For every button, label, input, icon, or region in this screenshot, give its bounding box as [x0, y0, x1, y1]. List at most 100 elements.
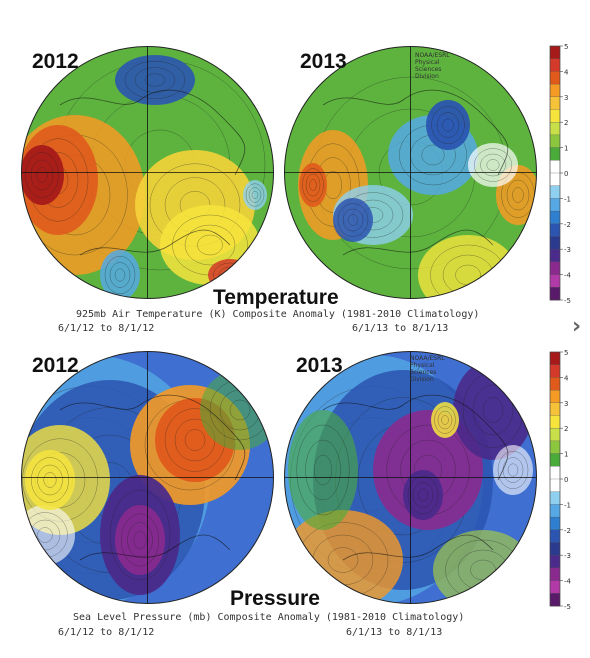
colorbar-swatch [549, 364, 561, 378]
contour-line [36, 167, 48, 183]
colorbar-swatch [549, 71, 561, 85]
anomaly-region [243, 180, 267, 210]
contour-line [436, 112, 460, 138]
year-label-pressure-2012: 2012 [32, 354, 79, 377]
colorbar-swatch [549, 261, 561, 276]
colorbar-swatch [549, 542, 561, 556]
contour-line [184, 429, 206, 451]
colorbar-swatch [549, 45, 561, 60]
map-pressure-2013 [284, 351, 537, 604]
colorbar-swatch [549, 58, 561, 72]
contour-line [309, 179, 317, 191]
anomaly-region [333, 198, 373, 242]
contour-line [37, 527, 53, 543]
contour-line [431, 106, 465, 144]
colorbar-swatch [549, 491, 561, 505]
colorbar-swatch [549, 415, 561, 429]
contour-line [480, 153, 506, 177]
contour-line [144, 73, 166, 87]
contour-line [248, 187, 262, 203]
colorbar-swatch [549, 389, 561, 404]
colorbar-swatch [549, 504, 561, 518]
contour-line [437, 410, 453, 430]
colorbar-swatch [549, 185, 561, 199]
contour-line [104, 256, 136, 294]
colorbar-swatch [549, 580, 561, 594]
anomaly-region [25, 450, 75, 510]
contour-line [109, 262, 131, 288]
colorbar-swatch [549, 466, 561, 480]
contour-line [124, 61, 186, 99]
pressure-date-left: 6/1/12 to 8/1/12 [58, 627, 155, 638]
contour-line [442, 118, 454, 132]
colorbar-tick-label: -4 [564, 578, 572, 586]
map-border [21, 46, 274, 299]
temperature-title: Temperature [213, 286, 339, 309]
colorbar-swatch [549, 478, 561, 493]
colorbar-tick-label: 4 [564, 374, 569, 382]
colorbar-swatch [549, 377, 561, 391]
contour-line [224, 270, 236, 280]
colorbar-tick-label: 5 [564, 349, 568, 357]
colorbar-swatch [549, 236, 561, 250]
anomaly-region [115, 505, 165, 575]
map-temperature-2013 [284, 46, 537, 299]
colorbar-swatch [549, 83, 561, 98]
contour-line [245, 183, 265, 207]
contour-line [31, 457, 69, 503]
contour-line [314, 454, 332, 486]
year-label-temperature-2013: 2013 [300, 50, 347, 73]
contour-line [30, 159, 54, 191]
temperature-caption: 925mb Air Temperature (K) Composite Anom… [76, 309, 480, 320]
colorbar-swatch [549, 516, 561, 531]
contour-line [337, 203, 369, 237]
contour-line [37, 464, 63, 496]
colorbar-swatch [549, 96, 561, 110]
contour-line [327, 547, 359, 573]
contour-line [251, 191, 259, 199]
contour-line [197, 234, 223, 256]
colorbar-tick-label: 3 [564, 400, 568, 408]
anomaly-region [453, 360, 533, 460]
contour-line [305, 173, 321, 197]
map-temperature-2012 [21, 46, 274, 299]
year-label-pressure-2013: 2013 [296, 354, 343, 377]
colorbar-tick-label: 0 [564, 476, 568, 484]
pressure-title: Pressure [230, 587, 320, 610]
colorbar-tick-label: 3 [564, 94, 568, 102]
anomaly-region [426, 100, 470, 150]
colorbar-swatch [549, 440, 561, 455]
temperature-date-right: 6/1/13 to 8/1/13 [352, 323, 449, 334]
colorbar-tick-label: 2 [564, 119, 568, 127]
pressure-date-right: 6/1/13 to 8/1/13 [346, 627, 443, 638]
colorbar-tick-label: -5 [564, 603, 571, 611]
colorbar-swatch [549, 172, 561, 187]
pressure-caption: Sea Level Pressure (mb) Composite Anomal… [73, 612, 465, 623]
colorbar-tick-label: -3 [564, 246, 571, 254]
anomaly-region [115, 55, 195, 105]
anomaly-region [100, 250, 140, 299]
colorbar-tick-label: 5 [564, 43, 568, 51]
colorbar-tick-label: -2 [564, 527, 571, 535]
colorbar-swatch [549, 223, 561, 237]
anomaly-region [299, 163, 327, 207]
contour-line [472, 384, 514, 436]
contour-line [441, 415, 449, 425]
contour-line [474, 148, 512, 182]
colorbar-swatch [549, 274, 561, 288]
coastline [322, 394, 509, 561]
contour-line [302, 168, 324, 202]
contour-line [486, 159, 500, 171]
temperature-date-left: 6/1/12 to 8/1/12 [58, 323, 155, 334]
map-border [21, 351, 274, 604]
anomaly-region [468, 143, 518, 187]
colorbar-swatch [549, 453, 561, 467]
contour-line [109, 489, 171, 581]
colorbar-swatch [549, 567, 561, 582]
colorbar-pressure: 5 4 3 2 1 0 -1 -2 -3 -4 -5 [549, 349, 572, 611]
map-border [284, 46, 537, 299]
colorbar-swatch [549, 210, 561, 225]
next-arrow-icon[interactable]: › [572, 314, 582, 339]
contour-line [305, 439, 341, 501]
colorbar-tick-label: 1 [564, 451, 568, 459]
